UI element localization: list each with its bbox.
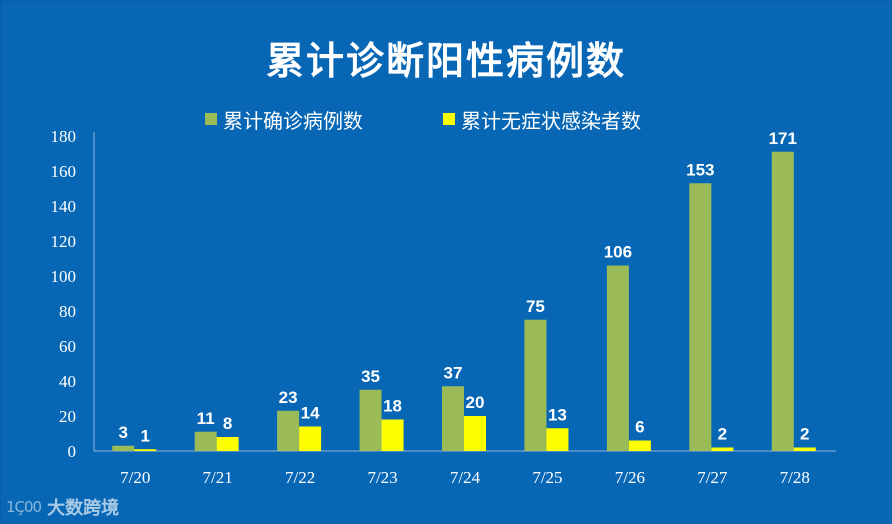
- bar-asymptomatic: [299, 426, 322, 451]
- bar-asymptomatic: [628, 440, 651, 451]
- y-tick-label: 180: [51, 127, 77, 146]
- data-label-asymptomatic: 2: [800, 425, 809, 444]
- data-label-confirmed: 37: [444, 363, 463, 382]
- legend-swatch-asymptomatic: [443, 113, 455, 125]
- x-tick-label: 7/22: [285, 468, 315, 487]
- x-tick-label: 7/27: [697, 468, 728, 487]
- data-label-confirmed: 75: [526, 297, 545, 316]
- x-tick-label: 7/20: [120, 468, 150, 487]
- y-tick-label: 20: [59, 407, 76, 426]
- bar-asymptomatic: [546, 428, 569, 451]
- data-label-confirmed: 35: [361, 367, 380, 386]
- bar-confirmed: [359, 389, 382, 451]
- bar-confirmed: [194, 431, 217, 451]
- bar-asymptomatic: [711, 447, 734, 451]
- bar-asymptomatic: [216, 437, 239, 451]
- bar-confirmed: [442, 386, 464, 451]
- data-label-confirmed: 23: [279, 388, 298, 407]
- x-tick-label: 7/26: [615, 468, 645, 487]
- bar-confirmed: [524, 319, 547, 451]
- bar-asymptomatic: [134, 449, 157, 451]
- bar-confirmed: [771, 151, 794, 451]
- bar-confirmed: [112, 445, 135, 451]
- y-tick-label: 0: [68, 442, 77, 461]
- chart-legend: 累计确诊病例数 累计无症状感染者数: [0, 106, 892, 133]
- legend-label-asymptomatic: 累计无症状感染者数: [461, 108, 641, 133]
- data-label-confirmed: 153: [686, 160, 714, 179]
- data-label-asymptomatic: 2: [718, 425, 727, 444]
- bar-confirmed: [689, 183, 712, 451]
- legend-label-confirmed: 累计确诊病例数: [223, 108, 363, 133]
- data-label-confirmed: 171: [769, 129, 797, 148]
- data-label-asymptomatic: 13: [548, 405, 567, 424]
- data-label-asymptomatic: 20: [466, 393, 485, 412]
- y-tick-label: 80: [59, 302, 76, 321]
- legend-item-confirmed: 累计确诊病例数: [205, 106, 363, 133]
- data-label-confirmed: 11: [197, 409, 215, 428]
- bar-confirmed: [606, 265, 629, 451]
- data-label-asymptomatic: 8: [223, 414, 232, 433]
- data-label-asymptomatic: 6: [635, 418, 644, 437]
- bar-asymptomatic: [464, 416, 486, 451]
- data-label-confirmed: 106: [604, 243, 632, 262]
- watermark-text: 大数跨境: [47, 498, 120, 519]
- y-tick-label: 60: [59, 337, 76, 356]
- legend-item-asymptomatic: 累计无症状感染者数: [443, 106, 641, 133]
- chart-title: 累计诊断阳性病例数: [265, 39, 626, 83]
- y-tick-label: 140: [51, 197, 77, 216]
- bar-asymptomatic: [381, 419, 404, 451]
- legend-swatch-confirmed: [205, 113, 217, 125]
- data-label-asymptomatic: 14: [301, 404, 320, 423]
- bar-confirmed: [277, 410, 300, 451]
- x-tick-label: 7/21: [203, 468, 233, 487]
- x-tick-label: 7/23: [367, 468, 397, 487]
- data-label-asymptomatic: 1: [140, 426, 149, 445]
- y-tick-label: 100: [51, 267, 77, 286]
- data-label-asymptomatic: 18: [383, 397, 402, 416]
- x-tick-label: 7/25: [532, 468, 562, 487]
- y-tick-label: 120: [51, 232, 77, 251]
- watermark: 1Ç00 大数跨境: [6, 494, 119, 520]
- data-label-confirmed: 3: [118, 423, 127, 442]
- y-tick-label: 40: [59, 372, 76, 391]
- bar-asymptomatic: [793, 447, 816, 451]
- y-tick-label: 160: [51, 162, 77, 181]
- x-tick-label: 7/24: [450, 468, 481, 487]
- watermark-logo: 1Ç00: [6, 498, 42, 516]
- x-tick-label: 7/28: [780, 468, 810, 487]
